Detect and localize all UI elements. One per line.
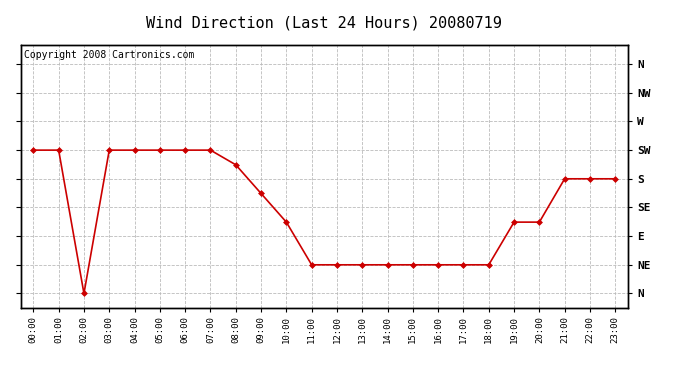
Text: Wind Direction (Last 24 Hours) 20080719: Wind Direction (Last 24 Hours) 20080719 [146, 15, 502, 30]
Text: Copyright 2008 Cartronics.com: Copyright 2008 Cartronics.com [23, 50, 194, 60]
